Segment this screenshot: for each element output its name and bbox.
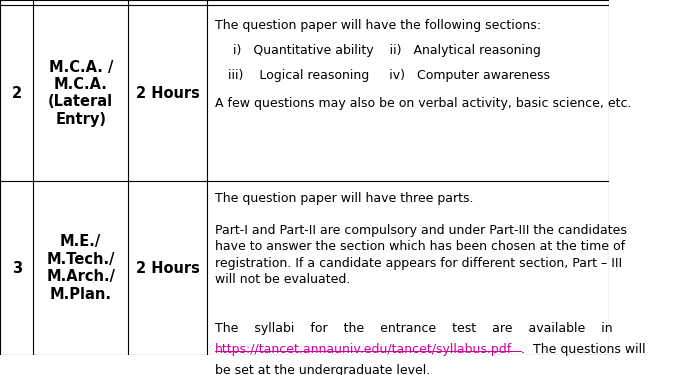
Text: The    syllabi    for    the    entrance    test    are    available    in: The syllabi for the entrance test are av…	[215, 322, 613, 335]
Text: be set at the undergraduate level.: be set at the undergraduate level.	[215, 364, 430, 375]
Text: https://tancet.annauniv.edu/tancet/syllabus.pdf: https://tancet.annauniv.edu/tancet/sylla…	[215, 343, 512, 356]
Text: The question paper will have the following sections:: The question paper will have the followi…	[215, 19, 541, 32]
Text: A few questions may also be on verbal activity, basic science, etc.: A few questions may also be on verbal ac…	[215, 97, 632, 110]
Text: iii)    Logical reasoning     iv)   Computer awareness: iii) Logical reasoning iv) Computer awar…	[228, 69, 550, 81]
Text: 2 Hours: 2 Hours	[135, 86, 199, 100]
Text: .  The questions will: . The questions will	[521, 343, 646, 356]
Text: The question paper will have three parts.: The question paper will have three parts…	[215, 192, 473, 205]
Text: i)   Quantitative ability    ii)   Analytical reasoning: i) Quantitative ability ii) Analytical r…	[233, 44, 541, 57]
Text: Part-I and Part-II are compulsory and under Part-III the candidates
have to answ: Part-I and Part-II are compulsory and un…	[215, 224, 627, 286]
Text: 2: 2	[12, 86, 22, 100]
Text: 3: 3	[12, 261, 22, 276]
Text: M.C.A. /
M.C.A.
(Lateral
Entry): M.C.A. / M.C.A. (Lateral Entry)	[48, 60, 113, 127]
Text: 2 Hours: 2 Hours	[135, 261, 199, 276]
Text: M.E./
M.Tech./
M.Arch./
M.Plan.: M.E./ M.Tech./ M.Arch./ M.Plan.	[46, 234, 115, 302]
